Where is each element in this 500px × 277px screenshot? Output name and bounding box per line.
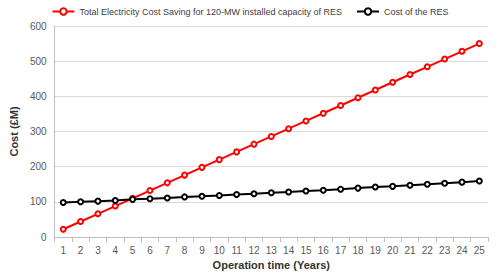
svg-text:1: 1 xyxy=(60,245,66,256)
svg-text:13: 13 xyxy=(266,245,278,256)
svg-text:5: 5 xyxy=(130,245,136,256)
svg-text:600: 600 xyxy=(30,21,47,32)
svg-text:18: 18 xyxy=(352,245,364,256)
svg-text:0: 0 xyxy=(41,232,47,243)
svg-text:Total Electricity Cost Saving: Total Electricity Cost Saving for 120-MW… xyxy=(79,7,342,17)
svg-text:14: 14 xyxy=(283,245,295,256)
svg-text:7: 7 xyxy=(164,245,170,256)
svg-text:200: 200 xyxy=(30,161,47,172)
svg-text:20: 20 xyxy=(387,245,399,256)
svg-text:4: 4 xyxy=(112,245,118,256)
svg-text:400: 400 xyxy=(30,91,47,102)
svg-text:15: 15 xyxy=(300,245,312,256)
svg-text:300: 300 xyxy=(30,126,47,137)
svg-text:Operation time (Years): Operation time (Years) xyxy=(213,259,331,271)
svg-text:16: 16 xyxy=(318,245,330,256)
svg-text:100: 100 xyxy=(30,196,47,207)
svg-text:12: 12 xyxy=(248,245,260,256)
svg-text:22: 22 xyxy=(422,245,434,256)
svg-text:8: 8 xyxy=(182,245,188,256)
svg-text:23: 23 xyxy=(439,245,451,256)
svg-text:2: 2 xyxy=(78,245,84,256)
svg-text:19: 19 xyxy=(370,245,382,256)
svg-text:17: 17 xyxy=(335,245,347,256)
svg-text:21: 21 xyxy=(404,245,416,256)
svg-text:Cost of the RES: Cost of the RES xyxy=(384,7,449,17)
svg-text:Cost (£M): Cost (£M) xyxy=(8,106,20,156)
svg-text:500: 500 xyxy=(30,56,47,67)
svg-text:25: 25 xyxy=(474,245,486,256)
svg-text:9: 9 xyxy=(199,245,205,256)
svg-text:3: 3 xyxy=(95,245,101,256)
svg-text:6: 6 xyxy=(147,245,153,256)
svg-text:10: 10 xyxy=(214,245,226,256)
svg-text:11: 11 xyxy=(231,245,242,256)
svg-text:24: 24 xyxy=(456,245,468,256)
